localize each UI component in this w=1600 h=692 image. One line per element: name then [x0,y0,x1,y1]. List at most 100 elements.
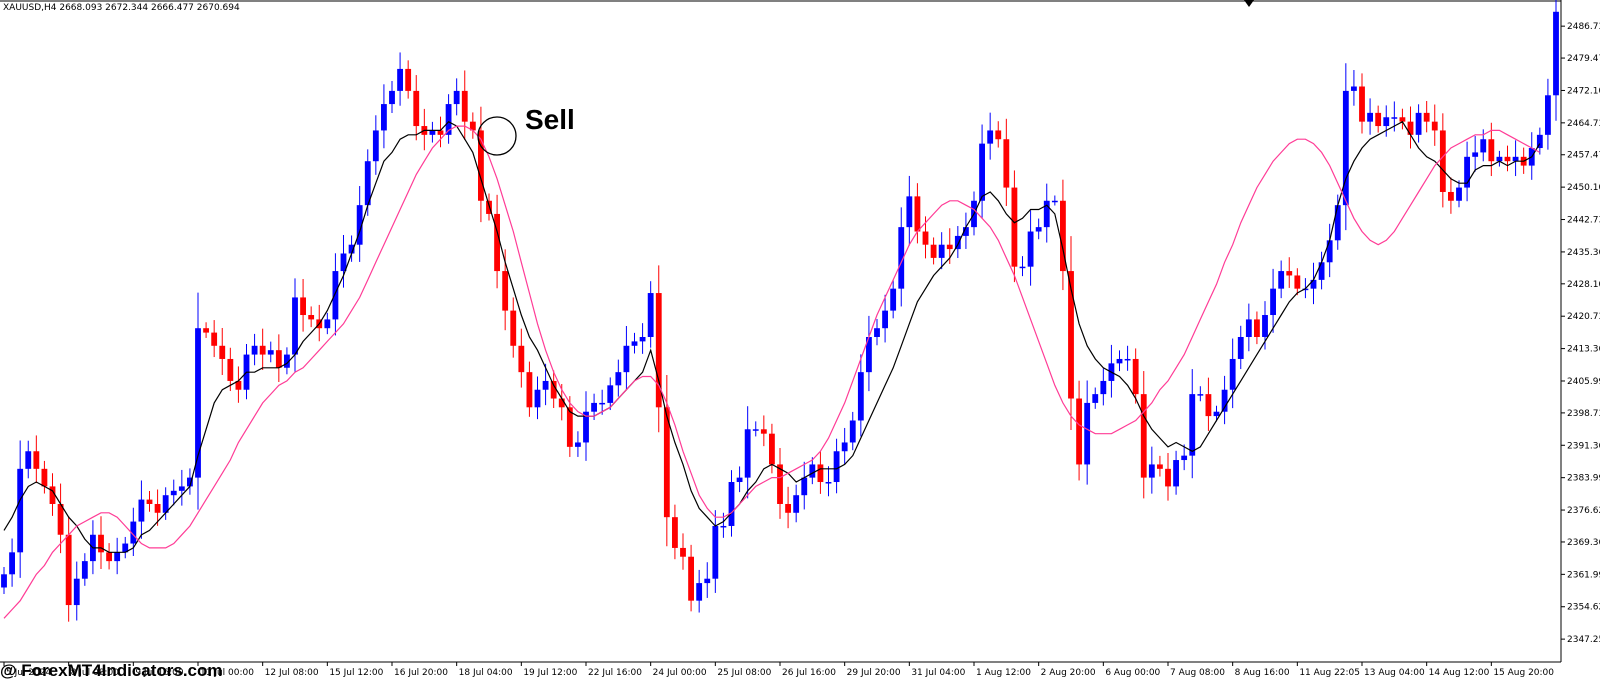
candle [227,347,234,392]
candle [736,466,743,493]
candle [1439,113,1446,208]
candle [162,487,169,520]
candle-body [1302,288,1309,291]
candle-body [963,227,969,236]
candle [566,396,573,457]
candle [1003,118,1010,206]
candle-body [340,253,347,272]
candle [1197,386,1204,402]
candle [81,553,88,586]
candle-body [1035,227,1042,232]
candle [672,504,678,560]
sell-label: Sell [525,104,575,135]
candle-body [938,244,945,258]
candle [437,116,444,148]
price-tick-label: 2354.620 [1567,603,1600,613]
candle [1189,369,1196,479]
candle [405,60,412,99]
sell-signal-circle [477,116,517,156]
candle-body [712,525,719,579]
price-tick-label: 2398.730 [1567,409,1600,419]
candle-body [769,433,775,465]
candle [526,361,533,417]
candle-body [510,310,517,346]
moving-averages [3,120,1541,619]
candles [1,0,1559,622]
candle [1068,236,1074,430]
candle [9,538,15,587]
candle [647,281,654,348]
time-axis: 5 Jul 2024 8 Jul 08:00 9 Jul 16:00 11 Jul 0… [3,662,1554,678]
candle-body [364,161,371,206]
time-tick-label: 12 Jul 08:00 [265,668,319,678]
candle-body [1,574,7,588]
candle-body [1213,411,1220,417]
candle-body [1116,358,1123,364]
candle [1124,345,1131,371]
candle [25,440,32,479]
candle-body [1027,231,1034,267]
candle [445,94,452,144]
candle [1270,268,1276,333]
candle [1084,380,1091,485]
candle [1553,0,1559,121]
candle [211,320,218,358]
candle-body [1100,380,1107,395]
candle [1019,256,1026,277]
price-tick-label: 2391.360 [1567,441,1600,451]
candle-body [825,482,832,484]
candle-body [1068,271,1074,399]
candle [1383,105,1390,137]
candle [49,473,56,516]
candle [1351,70,1357,106]
candle-body [1092,394,1099,403]
candle-body [1472,152,1479,157]
time-tick-label: 2 Aug 20:00 [1041,668,1096,678]
candle [1027,210,1034,286]
candle [1545,78,1551,150]
candle-body [777,464,783,504]
candle-body [1407,121,1414,135]
candle-body [518,345,525,373]
candle-body [195,328,201,478]
candle-body [1140,394,1147,478]
time-tick-label: 5 Jul 2024 [6,668,51,678]
candle [785,486,791,529]
candle [849,411,856,451]
candle-body [1399,117,1406,122]
candle-body [696,583,703,601]
candle-body [1342,90,1349,206]
time-tick-label: 19 Jul 12:00 [523,668,577,678]
shift-marker-icon[interactable] [1244,0,1254,7]
candle-body [914,196,921,232]
candle-body [1043,200,1050,228]
candle-body [405,68,412,91]
candle-body [178,486,185,491]
candle [17,440,24,578]
candle-body [591,402,597,412]
candle [397,52,403,106]
candle-body [65,534,72,606]
time-tick-label: 11 Aug 22:05 [1299,668,1360,678]
price-tick-label: 2472.100 [1567,86,1600,96]
candle [599,389,606,415]
candle-body [413,90,420,127]
slow-ma-line [3,125,1541,619]
candle [655,265,662,433]
time-tick-label: 31 Jul 04:00 [911,668,965,678]
candle-body [623,345,630,373]
symbol-header: XAUUSD,H4 2668.093 2672.344 2666.477 267… [3,3,240,13]
candle-body [98,534,104,553]
candle [801,461,808,510]
candle-body [1197,394,1204,396]
candle [841,427,848,465]
candle-body [397,68,403,91]
candle-body [1051,200,1058,203]
candle-body [1415,112,1422,135]
candle [1464,141,1470,202]
candle [308,306,315,328]
time-tick-label: 16 Jul 20:00 [394,668,448,678]
candle [138,480,145,539]
candle-body [1205,394,1212,417]
